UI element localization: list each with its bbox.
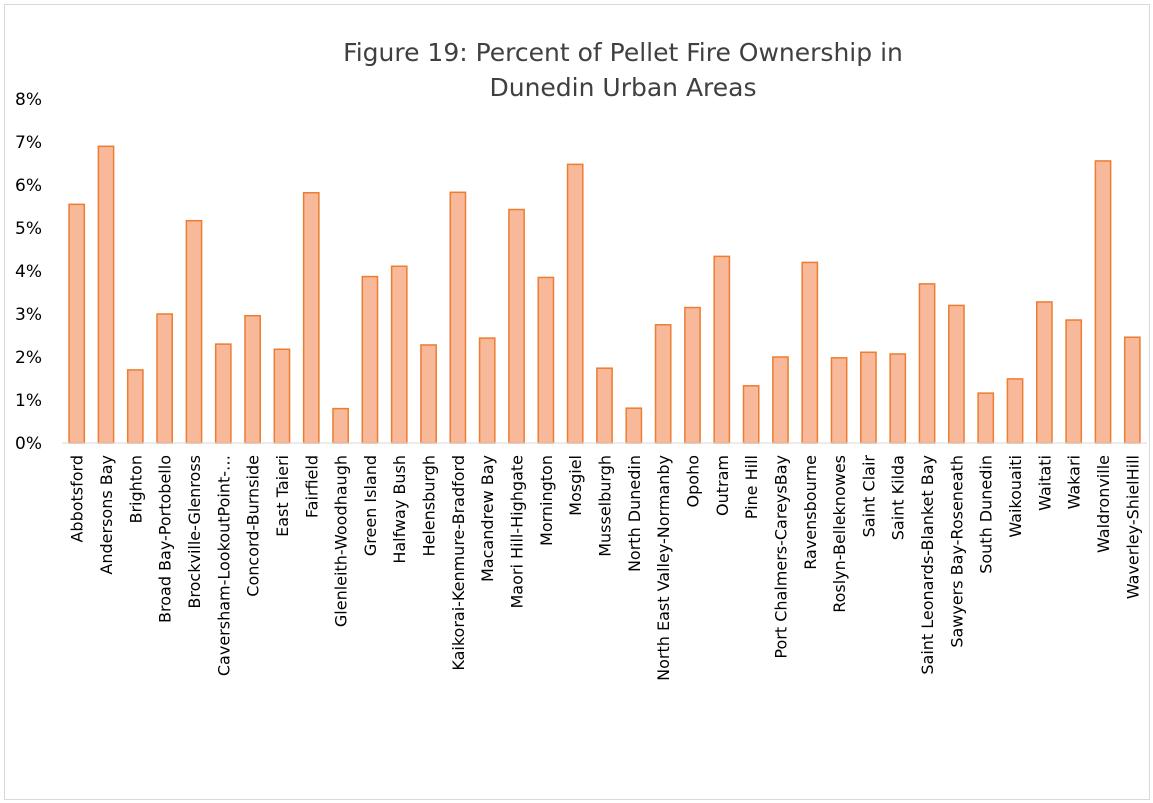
x-category-label: Concord-Burnside xyxy=(244,455,263,597)
y-tick-label: 2% xyxy=(15,348,42,368)
bar xyxy=(625,407,643,444)
x-category-label: Waikouaiti xyxy=(1006,455,1025,538)
chart-title: Figure 19: Percent of Pellet Fire Owners… xyxy=(155,35,1091,105)
bar xyxy=(1123,336,1141,444)
x-category-label: North Dunedin xyxy=(625,455,644,572)
bar xyxy=(214,343,232,444)
bar xyxy=(948,304,965,444)
x-category-label: Outram xyxy=(713,455,732,516)
bar xyxy=(508,208,525,444)
bar xyxy=(801,261,819,444)
bar xyxy=(478,337,496,444)
y-tick-label: 7% xyxy=(15,133,42,153)
bar xyxy=(449,191,467,444)
x-category-label: Wakari xyxy=(1065,455,1084,509)
bar xyxy=(68,203,86,444)
y-tick-label: 4% xyxy=(15,262,42,282)
x-category-label: Halfway Bush xyxy=(390,455,409,564)
bar xyxy=(596,367,613,444)
x-axis-labels: Abbotsford Andersons Bay Brighton Broad Bay… xyxy=(68,455,1143,681)
x-category-label: Waitati xyxy=(1035,455,1054,511)
bar xyxy=(772,356,789,444)
bar xyxy=(1006,378,1024,444)
x-category-label: Abbotsford xyxy=(68,455,87,543)
x-category-label: Glenleith-Woodhaugh xyxy=(332,455,351,627)
x-category-label: Pine Hill xyxy=(742,455,761,519)
x-category-label: Fairfield xyxy=(302,455,321,518)
bar xyxy=(156,313,174,444)
bar xyxy=(244,314,261,444)
x-category-label: Green Island xyxy=(361,455,380,556)
x-category-label: Macandrew Bay xyxy=(478,455,497,582)
x-category-label: Maori Hill-Highgate xyxy=(508,455,527,609)
x-category-label: Sawyers Bay-Roseneath xyxy=(947,455,966,648)
bar xyxy=(420,344,437,444)
x-category-label: Helensburgh xyxy=(420,455,439,557)
x-category-label: Andersons Bay xyxy=(97,455,116,575)
x-category-label: Waverley-ShielHill xyxy=(1123,455,1142,599)
x-category-label: Brighton xyxy=(126,455,145,524)
chart-title-line-2: Dunedin Urban Areas xyxy=(489,73,757,102)
x-category-label: East Taieri xyxy=(273,455,292,537)
bar xyxy=(302,191,320,444)
bar xyxy=(537,276,555,444)
bar xyxy=(654,324,672,444)
bar xyxy=(126,369,144,444)
x-category-label: Broad Bay-Portobello xyxy=(156,455,175,623)
bar xyxy=(332,407,349,444)
x-category-label: South Dunedin xyxy=(977,455,996,574)
x-category-label: Opoho xyxy=(683,455,702,507)
bar xyxy=(684,306,701,444)
bars xyxy=(68,145,1141,444)
bar xyxy=(742,385,760,444)
bar xyxy=(273,348,291,444)
bar xyxy=(185,219,203,444)
x-category-label: Caversham-LookoutPoint-… xyxy=(214,455,233,676)
bar xyxy=(1065,319,1083,444)
x-category-label: Roslyn-Belleknowes xyxy=(830,455,849,613)
x-category-label: Mosgiel xyxy=(566,455,585,516)
x-category-label: Ravensbourne xyxy=(801,455,820,570)
bar xyxy=(860,351,877,444)
y-tick-label: 3% xyxy=(15,305,42,325)
bar xyxy=(361,275,379,444)
x-category-label: Saint Leonards-Blanket Bay xyxy=(918,455,937,675)
bar xyxy=(713,255,731,444)
bar xyxy=(830,357,848,444)
bar xyxy=(390,265,408,444)
y-axis: 0% 1% 2% 3% 4% 5% 6% 7% 8% xyxy=(15,90,42,454)
y-tick-label: 1% xyxy=(15,391,42,411)
y-tick-label: 6% xyxy=(15,176,42,196)
x-category-label: Brockville-Glenross xyxy=(185,455,204,609)
y-tick-label: 0% xyxy=(15,434,42,454)
chart-title-line-1: Figure 19: Percent of Pellet Fire Owners… xyxy=(343,38,903,67)
x-category-label: North East Valley-Normanby xyxy=(654,455,673,681)
x-category-label: Musselburgh xyxy=(596,455,615,557)
bar xyxy=(1035,301,1053,444)
bar xyxy=(566,163,584,444)
bar xyxy=(97,145,115,444)
x-category-label: Saint Clair xyxy=(859,455,878,538)
x-category-label: Port Chalmers-CareysBay xyxy=(771,455,790,659)
x-category-label: Waldronville xyxy=(1094,455,1113,553)
bar xyxy=(918,283,936,444)
bar xyxy=(977,392,995,444)
y-tick-label: 8% xyxy=(15,90,42,110)
x-category-label: Saint Kilda xyxy=(889,455,908,540)
x-category-label: Mornington xyxy=(537,455,556,546)
bar xyxy=(1094,160,1112,444)
y-tick-label: 5% xyxy=(15,219,42,239)
bar xyxy=(889,353,907,444)
x-category-label: Kaikorai-Kenmure-Bradford xyxy=(449,455,468,671)
